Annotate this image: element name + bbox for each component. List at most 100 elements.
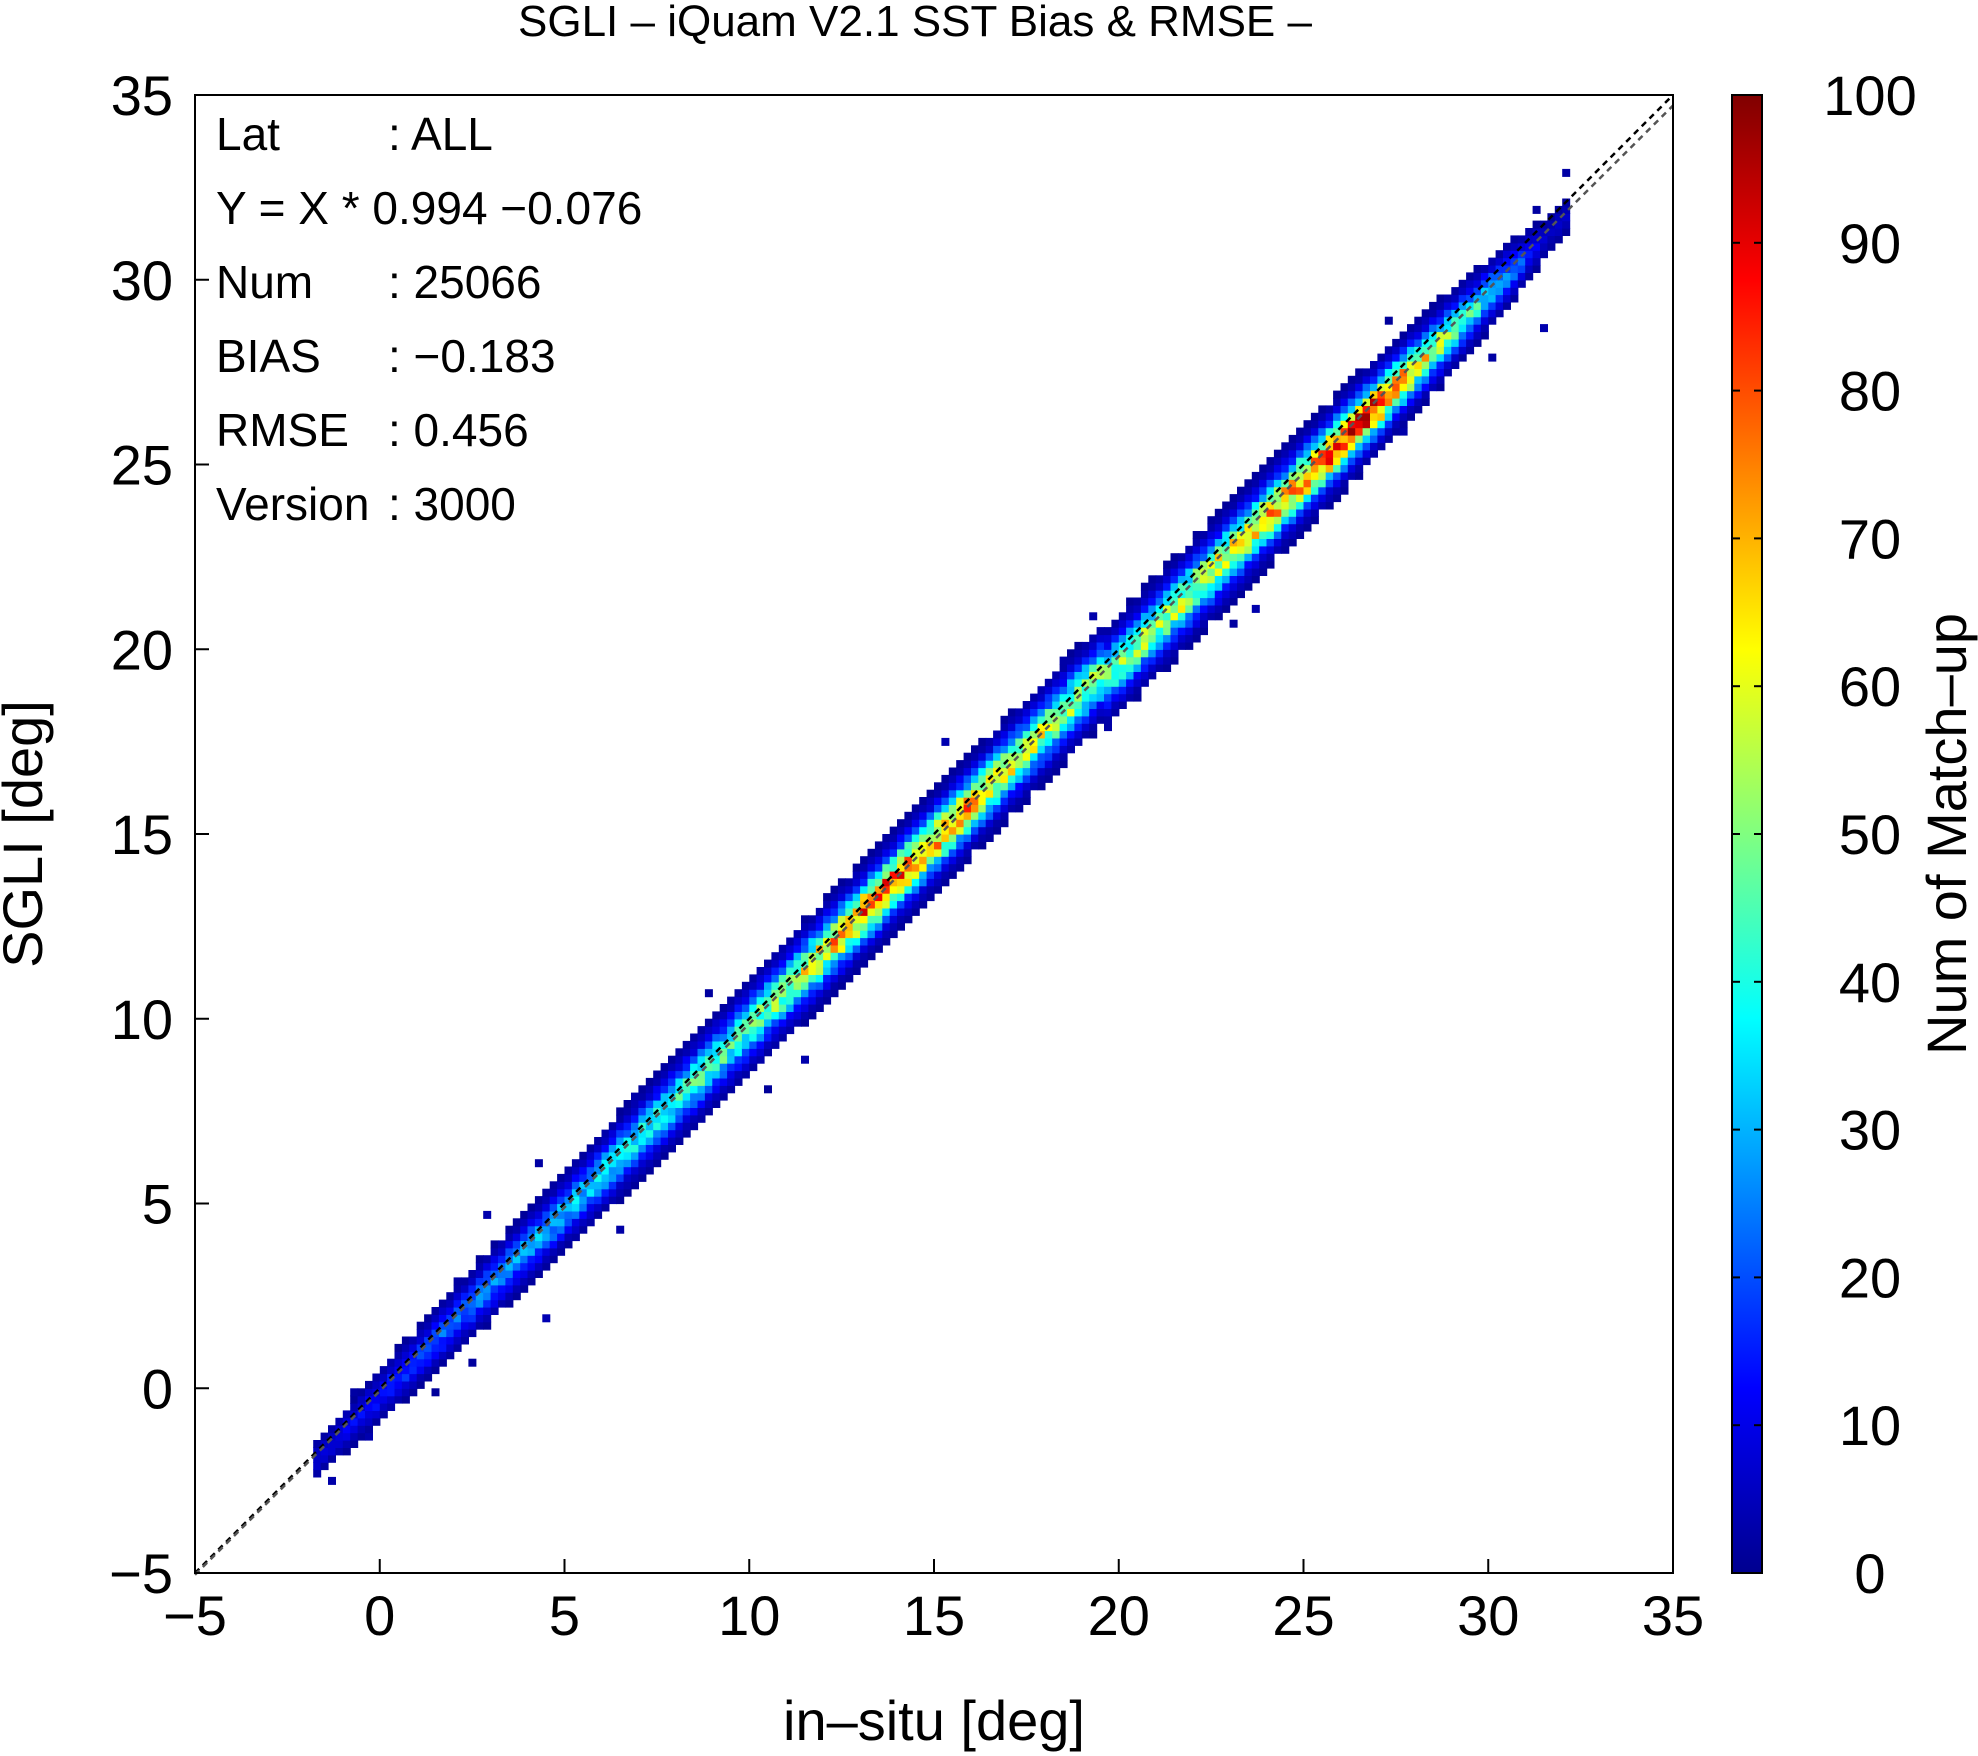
heatmap-cell-243 — [520, 1210, 529, 1219]
heatmap-cell-2020 — [1488, 316, 1497, 325]
heatmap-cell-62 — [379, 1373, 388, 1382]
heatmap-cell-662 — [771, 981, 780, 990]
heatmap-cell-1114 — [1000, 767, 1009, 776]
heatmap-cell-712 — [801, 981, 809, 990]
heatmap-cell-575 — [727, 1085, 736, 1094]
heatmap-cell-67 — [387, 1380, 396, 1389]
heatmap-cell-632 — [756, 1018, 765, 1027]
heatmap-cell-581 — [727, 1040, 736, 1049]
heatmap-cell-983 — [934, 819, 942, 828]
heatmap-cell-1686 — [1296, 471, 1305, 480]
heatmap-cell-1749 — [1325, 412, 1334, 421]
heatmap-cell-1194 — [1044, 752, 1053, 761]
heatmap-cell-1983 — [1458, 301, 1467, 310]
heatmap-cell-465 — [660, 1092, 669, 1101]
heatmap-cell-368 — [608, 1188, 617, 1197]
heatmap-cell-2002 — [1473, 309, 1482, 318]
heatmap-cell-1533 — [1222, 560, 1231, 569]
heatmap-cell-956 — [919, 811, 928, 820]
heatmap-cell-164 — [468, 1314, 477, 1323]
heatmap-cell-1148 — [1015, 715, 1024, 724]
heatmap-cell-1541 — [1222, 501, 1231, 510]
heatmap-cell-960 — [926, 885, 935, 894]
heatmap-cell-1217 — [1052, 678, 1061, 687]
heatmap-cell-1597 — [1251, 516, 1260, 525]
heatmap-cell-198 — [490, 1262, 499, 1271]
heatmap-cell-535 — [704, 1107, 713, 1116]
heatmap-cell-130 — [438, 1314, 447, 1323]
heatmap-cell-110 — [424, 1336, 433, 1345]
heatmap-cell-1439 — [1170, 568, 1179, 576]
heatmap-cell-795 — [845, 974, 854, 983]
heatmap-cell-698 — [793, 981, 802, 990]
heatmap-cell-1521 — [1214, 545, 1223, 554]
heatmap-cell-1965 — [1451, 361, 1460, 369]
heatmap-cell-1573 — [1244, 582, 1253, 591]
heatmap-cell-1135 — [1007, 708, 1016, 717]
heatmap-cell-1073 — [978, 774, 987, 783]
heatmap-cell-1532 — [1222, 568, 1231, 576]
heatmap-cell-760 — [823, 922, 832, 931]
heatmap-cell-1802 — [1355, 420, 1364, 429]
heatmap-cell-1631 — [1266, 471, 1275, 480]
heatmap-cell-609 — [741, 1011, 750, 1020]
heatmap-cell-280 — [549, 1247, 558, 1256]
heatmap-cell-785 — [837, 944, 846, 953]
heatmap-cell-1557 — [1229, 494, 1238, 503]
heatmap-cell-1052 — [971, 826, 979, 835]
heatmap-cell-273 — [542, 1225, 551, 1234]
heatmap-cell-1438 — [1170, 575, 1179, 584]
heatmap-cell-160 — [461, 1277, 469, 1286]
heatmap-cell-1522 — [1214, 538, 1223, 547]
heatmap-cell-2055 — [1510, 235, 1519, 244]
heatmap-cell-694 — [793, 1011, 802, 1020]
heatmap-cell-1823 — [1370, 449, 1378, 458]
colorbar-tick-label-5: 50 — [1839, 803, 1901, 866]
heatmap-cell-1451 — [1177, 575, 1186, 584]
heatmap-cell-1744 — [1325, 449, 1334, 458]
heatmap-cell-531 — [697, 1048, 706, 1057]
heatmap-cell-1873 — [1392, 353, 1401, 362]
heatmap-cell-2087 — [1547, 220, 1556, 229]
heatmap-cell-951 — [919, 848, 928, 857]
heatmap-cell-268 — [542, 1262, 551, 1271]
heatmap-cell-331 — [579, 1166, 588, 1175]
heatmap-cell-1369 — [1133, 604, 1142, 613]
heatmap-cell-1634 — [1273, 545, 1282, 554]
heatmap-cell-1330 — [1118, 701, 1127, 709]
heatmap-cell-879 — [882, 863, 891, 872]
heatmap-cell-704 — [793, 937, 802, 946]
heatmap-cell-1787 — [1347, 427, 1356, 436]
heatmap-cell-1776 — [1340, 412, 1349, 421]
heatmap-cell-1300 — [1096, 641, 1105, 650]
heatmap-cell-203 — [498, 1292, 506, 1301]
heatmap-cell-1565 — [1237, 538, 1245, 547]
heatmap-cell-1862 — [1384, 316, 1393, 325]
heatmap-cell-50 — [372, 1417, 381, 1426]
heatmap-cell-1902 — [1407, 324, 1415, 333]
heatmap-cell-740 — [815, 974, 824, 983]
heatmap-cell-771 — [830, 944, 839, 953]
heatmap-cell-369 — [608, 1181, 617, 1190]
heatmap-cell-1216 — [1052, 686, 1061, 695]
heatmap-cell-1878 — [1399, 412, 1408, 421]
heatmap-cell-1491 — [1200, 575, 1208, 584]
heatmap-cell-1261 — [1074, 641, 1083, 650]
heatmap-cell-748 — [815, 915, 824, 924]
heatmap-cell-1673 — [1288, 464, 1297, 473]
heatmap-cell-1018 — [948, 774, 957, 783]
heatmap-cell-1266 — [1081, 701, 1090, 709]
heatmap-cell-278 — [542, 1188, 551, 1197]
heatmap-cell-936 — [911, 856, 920, 865]
heatmap-cell-257 — [534, 1255, 543, 1264]
heatmap-cell-959 — [926, 893, 935, 902]
heatmap-cell-1466 — [1185, 560, 1194, 569]
heatmap-cell-1200 — [1044, 708, 1053, 717]
heatmap-cell-156 — [461, 1307, 469, 1315]
heatmap-cell-57 — [379, 1410, 388, 1419]
heatmap-cell-0 — [313, 1469, 322, 1478]
heatmap-cell-895 — [889, 848, 898, 857]
heatmap-cell-1764 — [1333, 398, 1342, 406]
heatmap-cell-1818 — [1362, 398, 1371, 406]
heatmap-cell-1583 — [1244, 508, 1253, 517]
